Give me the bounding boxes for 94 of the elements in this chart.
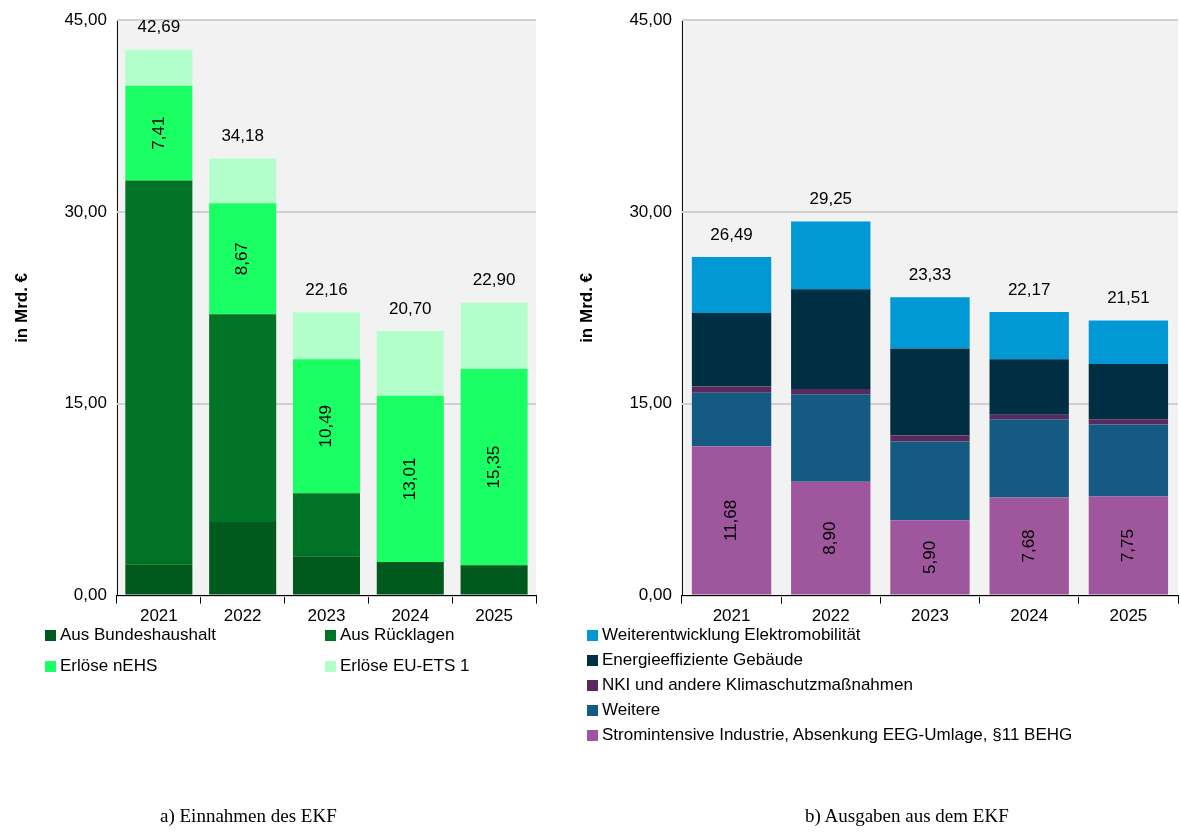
bar (1088, 364, 1169, 420)
bar (292, 359, 360, 494)
data-label: 13,01 (399, 457, 419, 501)
total-label: 26,49 (710, 224, 753, 244)
bar (209, 521, 277, 595)
legend-label: Weiterentwicklung Elektromobilität (602, 625, 861, 645)
total-label: 34,18 (221, 126, 264, 146)
text: b) Ausgaben aus dem EKF (805, 805, 1009, 827)
total-label: 20,70 (389, 298, 432, 318)
y-tick-label: 45,00 (64, 9, 107, 29)
data-label: 8,90 (820, 521, 840, 555)
x-tick-label: 2024 (1010, 606, 1049, 626)
bar (791, 289, 871, 390)
y-tick-label: 30,00 (64, 201, 107, 221)
x-tick-label: 2024 (391, 606, 430, 626)
bar (691, 386, 772, 393)
bar (376, 562, 444, 595)
y-tick-label: 0,00 (73, 585, 107, 605)
bar (691, 446, 772, 595)
y-tick-label: 15,00 (629, 393, 672, 413)
bar (691, 256, 772, 313)
bar (125, 85, 193, 181)
total-label: 22,16 (305, 279, 348, 299)
legend-label: Erlöse nEHS (60, 656, 158, 676)
bar (1088, 496, 1169, 595)
bar (1088, 424, 1169, 497)
y-axis-title: in Mrd. € (576, 272, 596, 343)
data-label: 7,68 (1018, 529, 1038, 563)
legend-label: NKI und andere Klimaschutzmaßnahmen (602, 675, 913, 695)
bar (1088, 419, 1169, 425)
bar (460, 302, 528, 370)
bar (125, 180, 193, 565)
data-label: 8,67 (232, 242, 252, 276)
bar (791, 221, 871, 290)
bar (125, 49, 193, 86)
bar (292, 493, 360, 557)
bar (890, 297, 970, 349)
total-label: 23,33 (908, 264, 952, 284)
bar (209, 314, 277, 522)
data-label: 5,90 (919, 540, 939, 574)
x-tick-label: 2025 (1109, 606, 1148, 626)
bar (989, 312, 1069, 360)
bar (791, 389, 871, 395)
x-tick-label: 2025 (475, 606, 514, 626)
x-tick-label: 2021 (712, 606, 751, 626)
x-tick-label: 2023 (307, 606, 346, 626)
total-label: 21,51 (1107, 288, 1150, 308)
bar (209, 203, 277, 315)
bar (791, 481, 871, 595)
x-tick-label: 2022 (811, 606, 850, 626)
bar (791, 394, 871, 482)
legend-label: Aus Rücklagen (340, 625, 455, 645)
bar (460, 565, 528, 595)
y-tick-label: 0,00 (638, 585, 672, 605)
bar (890, 435, 970, 442)
bar (125, 564, 193, 595)
y-tick-label: 30,00 (629, 201, 672, 221)
bar (890, 441, 970, 521)
bar (209, 158, 277, 204)
text: a) Einnahmen des EKF (160, 805, 337, 827)
legend-label: Energieeffiziente Gebäude (602, 650, 804, 670)
data-label: 15,35 (483, 445, 503, 489)
bar (1088, 320, 1169, 365)
total-label: 22,17 (1007, 279, 1051, 299)
bar (989, 359, 1069, 415)
bar (989, 419, 1069, 498)
total-label: 29,25 (809, 189, 853, 209)
bar (890, 520, 970, 595)
y-tick-label: 15,00 (64, 393, 107, 413)
x-tick-label: 2021 (139, 606, 178, 626)
legend-label: Aus Bundeshaushalt (60, 625, 216, 645)
data-label: 7,75 (1118, 529, 1138, 563)
bar (989, 497, 1069, 595)
data-label: 7,41 (148, 116, 168, 150)
legend-label: Weitere (602, 700, 661, 720)
x-tick-label: 2023 (911, 606, 949, 626)
x-tick-label: 2022 (223, 606, 262, 626)
bar (460, 369, 528, 566)
bar (376, 330, 444, 396)
bar (691, 392, 772, 447)
y-tick-label: 45,00 (629, 9, 672, 29)
data-label: 10,49 (316, 404, 336, 448)
legend-label: Erlöse EU-ETS 1 (340, 656, 470, 676)
legend-label: Stromintensive Industrie, Absenkung EEG-Umlage, §11 BEHG (602, 725, 1073, 745)
y-axis-title: in Mrd. € (11, 272, 31, 343)
bar (890, 348, 970, 436)
bar (989, 414, 1069, 420)
total-label: 22,90 (472, 270, 516, 290)
total-label: 42,69 (137, 17, 181, 37)
bar (376, 395, 444, 563)
bar (691, 312, 772, 387)
bar (292, 312, 360, 360)
data-label: 11,68 (721, 499, 741, 542)
bar (292, 556, 360, 595)
